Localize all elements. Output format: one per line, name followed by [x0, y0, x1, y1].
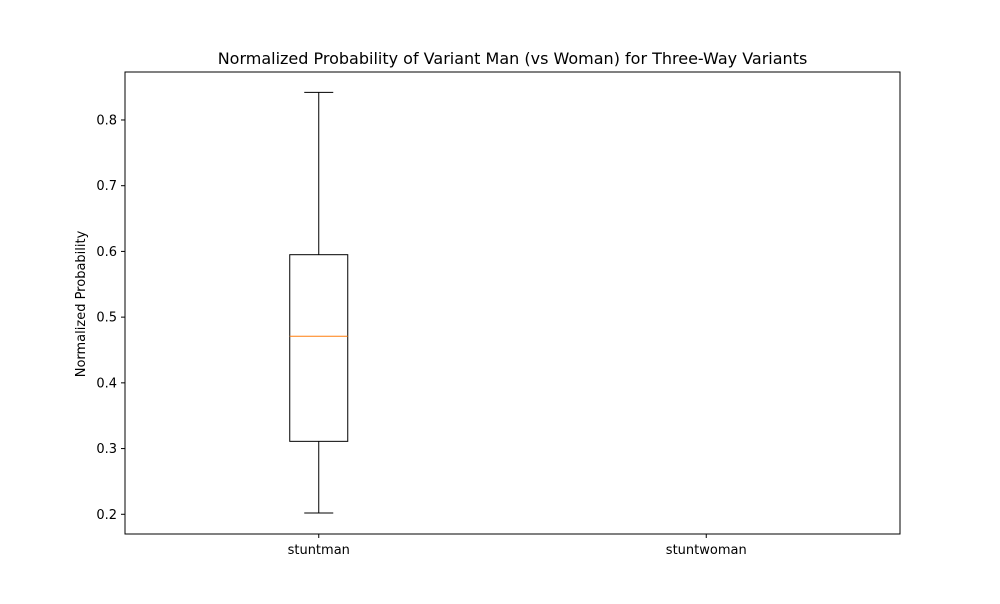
y-tick-label: 0.5	[96, 311, 117, 326]
y-axis-label: Normalized Probability	[74, 230, 89, 377]
box-stuntman	[289, 254, 349, 442]
y-tick-label: 0.8	[96, 113, 117, 128]
plot-area: 0.2 0.3 0.4 0.5 0.6 0.7 0.8 stuntman stuntwoman	[96, 71, 901, 558]
y-tick-label: 0.7	[96, 179, 117, 194]
x-tick-label-stuntwoman: stuntwoman	[666, 543, 747, 558]
y-tick-label: 0.6	[96, 245, 117, 260]
y-tick-label: 0.3	[96, 442, 117, 457]
plot-frame	[124, 71, 901, 535]
x-tick-label-stuntman: stuntman	[288, 543, 350, 558]
y-tick-label: 0.2	[96, 508, 117, 523]
chart-title: Normalized Probability of Variant Man (v…	[218, 49, 808, 68]
y-tick-label: 0.4	[96, 376, 117, 391]
